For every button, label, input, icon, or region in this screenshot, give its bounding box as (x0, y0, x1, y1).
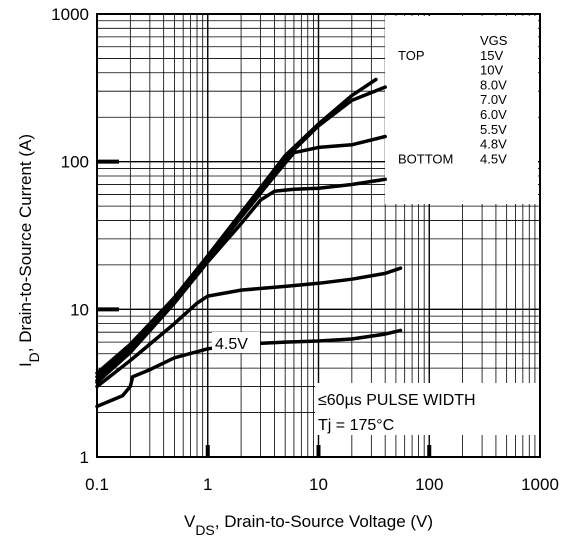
series-line-3 (95, 134, 387, 383)
x-axis-title-sub: DS (195, 522, 214, 538)
y-tick-label: 1 (80, 448, 89, 467)
x-tick-label: 1000 (521, 475, 559, 494)
pulse-width-note: ≤60µs PULSE WIDTH (318, 392, 476, 409)
series-layer (95, 77, 403, 409)
x-axis-title-rest: , Drain-to-Source Voltage (V) (215, 512, 433, 531)
y-axis-title-main: I (16, 362, 35, 367)
legend-entry: 10V (480, 63, 503, 78)
x-tick-label: 0.1 (85, 475, 109, 494)
y-axis-title-rest: , Drain-to-Source Current (A) (16, 134, 35, 352)
x-axis-title: VDS, Drain-to-Source Voltage (V) (184, 512, 433, 538)
x-tick-label: 10 (309, 475, 328, 494)
legend-bottom-label: BOTTOM (398, 151, 453, 166)
legend-entry: 8.0V (480, 77, 507, 92)
x-tick-label: 1 (203, 475, 212, 494)
y-axis-title: ID, Drain-to-Source Current (A) (16, 134, 42, 367)
legend-top-label: TOP (398, 48, 425, 63)
curve-label-4-5v: 4.5V (215, 336, 248, 353)
y-tick-label: 1000 (51, 5, 89, 24)
series-line-5 (95, 266, 403, 389)
y-tick-label: 10 (70, 300, 89, 319)
series-line-4 (95, 177, 387, 385)
y-tick-label: 100 (61, 153, 89, 172)
legend-background (385, 16, 538, 204)
legend-entry: 15V (480, 48, 503, 63)
curve-label-background (212, 332, 260, 353)
legend-header: VGS (480, 33, 508, 48)
x-axis-title-main: V (184, 512, 196, 531)
series-line-6 (95, 328, 403, 409)
axis-ticks: 0.1 1 10 100 1000 1 10 100 1000 (51, 5, 559, 494)
series-line-2 (95, 85, 387, 379)
legend-entry: 6.0V (480, 107, 507, 122)
y-axis-title-sub: D (26, 352, 42, 362)
legend-entry: 4.8V (480, 137, 507, 152)
legend-entry: 5.5V (480, 122, 507, 137)
x-tick-label: 100 (415, 475, 443, 494)
legend-entry: 4.5V (480, 151, 507, 166)
junction-temp-note: Tj = 175°C (318, 417, 394, 434)
annotations: 4.5V ≤60µs PULSE WIDTH Tj = 175°C (212, 332, 539, 435)
legend-entry: 7.0V (480, 92, 507, 107)
conditions-background (315, 383, 539, 435)
